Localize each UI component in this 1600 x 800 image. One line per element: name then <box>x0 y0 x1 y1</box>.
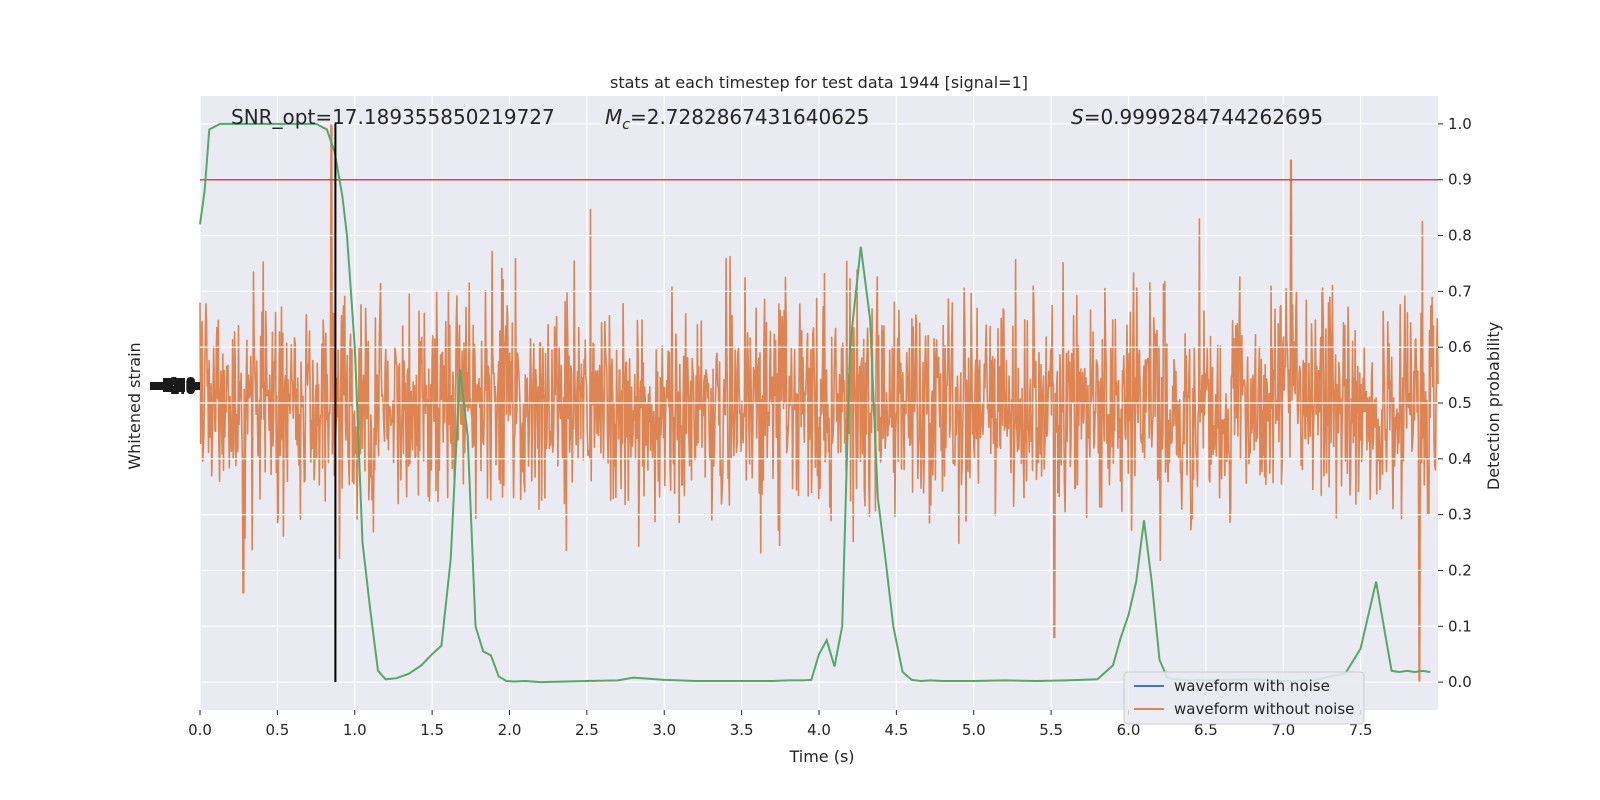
x-axis-label: Time (s) <box>788 747 854 766</box>
y-tick-label: 0.5 <box>1448 394 1472 412</box>
y-tick-label: 0.7 <box>1448 282 1472 300</box>
x-tick-label: 1.5 <box>420 721 444 739</box>
x-tick-label: 5.5 <box>1039 721 1063 739</box>
left-tick-ink <box>150 382 168 390</box>
left-tick-ink <box>175 378 185 392</box>
snr-annotation: SNR_opt=17.189355850219727 <box>231 105 555 129</box>
s-value: =0.9999284744262695 <box>1084 105 1323 129</box>
s-symbol: S <box>1071 105 1084 129</box>
left-y-tick-labels: -1.0-0.50.00.51.0 <box>163 374 196 398</box>
x-tick-label: 6.0 <box>1117 721 1141 739</box>
left-y-axis-label: Whitened strain <box>125 342 144 469</box>
left-y-tick-label: -1.0 <box>163 374 196 392</box>
right-y-axis-ticks: 0.0 0.1 0.2 0.3 0.4 0.5 0.6 0.7 0.8 0.9 1.0 <box>1438 115 1472 691</box>
x-tick-label: 4.5 <box>884 721 908 739</box>
left-tick-ink <box>163 378 173 392</box>
y-tick-label: 0.1 <box>1448 617 1472 635</box>
left-y-axis-tick-cluster: -1.0-0.50.00.51.0 <box>150 374 200 398</box>
chirp-mass-symbol: M <box>605 105 622 129</box>
left-y-tick-label: 0.5 <box>169 379 196 397</box>
x-tick-label: 7.5 <box>1349 721 1373 739</box>
s-annotation: S=0.9999284744262695 <box>1071 105 1323 129</box>
waveform-without-noise-series <box>199 123 1439 683</box>
y-tick-label: 0.8 <box>1448 227 1472 245</box>
chart-title: stats at each timestep for test data 194… <box>610 73 1028 92</box>
x-tick-label: 5.0 <box>962 721 986 739</box>
right-y-axis-label: Detection probability <box>1484 322 1503 490</box>
x-tick-label: 6.5 <box>1194 721 1218 739</box>
y-tick-label: 0.9 <box>1448 171 1472 189</box>
x-axis-ticks: 0.0 0.5 1.0 1.5 2.0 2.5 3.0 3.5 4.0 4.5 5.0 5.5 6.0 6… <box>188 710 1373 739</box>
x-tick-label: 2.0 <box>498 721 522 739</box>
whitened-strain-line <box>199 123 1439 683</box>
legend-label-without-noise: waveform without noise <box>1174 700 1354 718</box>
chirp-mass-annotation: Mc=2.7282867431640625 <box>605 105 869 133</box>
left-y-tick-label: 1.0 <box>169 380 196 398</box>
y-tick-label: 0.4 <box>1448 450 1472 468</box>
left-y-tick-label: -0.5 <box>163 376 196 394</box>
y-tick-label: 0.0 <box>1448 673 1472 691</box>
y-tick-label: 0.3 <box>1448 506 1472 524</box>
y-tick-label: 0.6 <box>1448 338 1472 356</box>
chirp-mass-subscript: c <box>622 117 630 133</box>
left-y-tick-label: 0.0 <box>169 377 196 395</box>
legend: waveform with noise waveform without noi… <box>1123 671 1365 725</box>
legend-label-with-noise: waveform with noise <box>1174 677 1330 695</box>
x-tick-label: 7.0 <box>1271 721 1295 739</box>
y-tick-label: 0.2 <box>1448 561 1472 579</box>
x-tick-label: 2.5 <box>575 721 599 739</box>
x-tick-label: 3.5 <box>730 721 754 739</box>
y-tick-label: 1.0 <box>1448 115 1472 133</box>
left-tick-ink <box>192 382 200 390</box>
x-tick-label: 4.0 <box>807 721 831 739</box>
x-tick-label: 3.0 <box>652 721 676 739</box>
legend-box <box>1123 671 1365 725</box>
x-tick-label: 1.0 <box>343 721 367 739</box>
x-tick-label: 0.5 <box>265 721 289 739</box>
x-tick-label: 0.0 <box>188 721 212 739</box>
chirp-mass-value: =2.7282867431640625 <box>630 105 869 129</box>
